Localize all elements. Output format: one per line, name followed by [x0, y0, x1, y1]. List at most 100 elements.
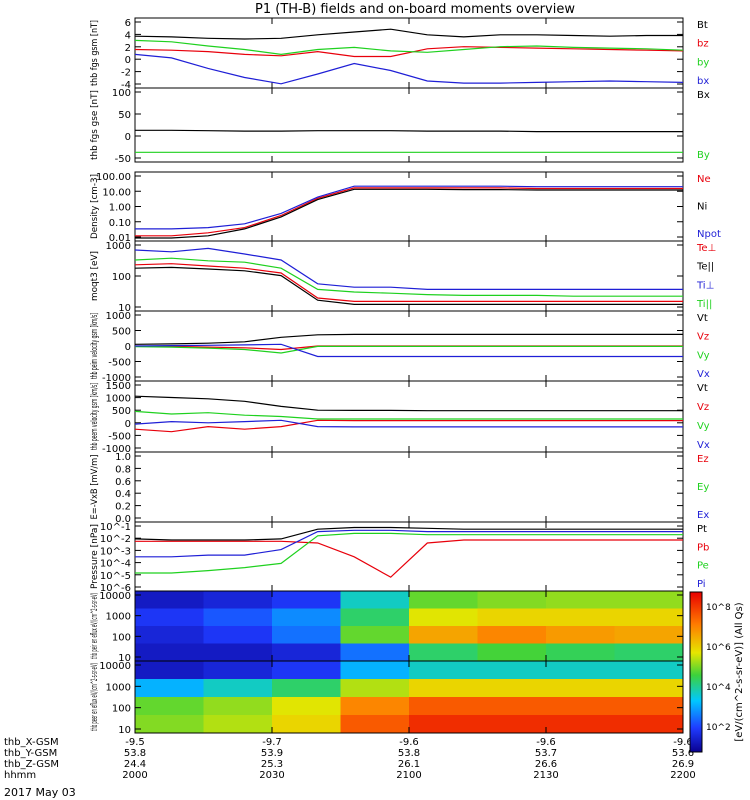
heatmap-cell	[272, 626, 341, 644]
legend-label: Te⊥	[696, 243, 716, 254]
panel-ylabel: thb peem velocity gsm [km/s]	[90, 383, 100, 450]
ytick-label: 100	[112, 88, 131, 99]
legend-label: Vy	[697, 350, 710, 361]
ytick-label: 0.4	[115, 489, 131, 500]
series-line	[135, 129, 683, 133]
legend-label: Te||	[696, 262, 714, 273]
x-axis-table: thb_X-GSM -9.5 -9.7 -9.6 -9.6 -9.6 thb_Y-GSM 53…	[4, 737, 696, 781]
heatmap-cell	[135, 661, 204, 680]
heatmap-cell	[135, 715, 204, 734]
series-line	[134, 410, 683, 420]
heatmap-cell	[477, 591, 547, 609]
heatmap-cell	[614, 626, 684, 644]
panel-8: 10000 1000 100 10 thb peir en eflux eV/(cm^2…	[90, 590, 684, 664]
legend-label: Vt	[697, 313, 708, 324]
heatmap-cell	[614, 643, 684, 662]
ytick-label: 0.10	[109, 218, 131, 229]
xaxis-value: 26.1	[398, 759, 420, 770]
heatmap-cell	[409, 626, 478, 644]
heatmap-cell	[340, 643, 410, 662]
heatmap-cell	[409, 661, 478, 680]
xaxis-value: 53.9	[261, 748, 283, 759]
legend-label: Ex	[697, 510, 709, 521]
heatmap-cell	[546, 591, 615, 609]
legend-label: by	[697, 57, 709, 68]
panel-9: 10000 1000 100 10 thb peer en eflux eV/(cm^2…	[90, 660, 684, 736]
series-line	[134, 419, 683, 428]
xaxis-value: -9.6	[536, 737, 556, 748]
heatmap-cell	[272, 715, 341, 734]
heatmap-cell	[477, 643, 547, 662]
xaxis-value: 24.4	[124, 759, 146, 770]
heatmap-cell	[477, 661, 547, 680]
ytick-label: 0.2	[115, 502, 131, 513]
series-line	[134, 263, 683, 302]
xaxis-value: 2100	[396, 770, 421, 781]
series-line	[134, 419, 683, 433]
colorbar-tick: 10^2	[706, 723, 731, 733]
heatmap-cell	[409, 715, 478, 734]
panel-frame	[134, 87, 684, 163]
series-line	[134, 266, 683, 305]
heatmap-cell	[272, 697, 341, 716]
xaxis-value: -9.6	[399, 737, 419, 748]
xaxis-value: 53.8	[124, 748, 146, 759]
heatmap-cell	[546, 661, 615, 680]
panel-frame	[134, 380, 684, 453]
heatmap-cell	[135, 643, 204, 662]
ytick-label: 1500	[106, 381, 131, 392]
panel-ylabel: thb fgs gse [nT]	[90, 90, 100, 160]
colorbar-tick: 10^4	[706, 683, 731, 693]
xaxis-value: 2000	[122, 770, 147, 781]
xaxis-value: 53.6	[672, 748, 694, 759]
series-line	[134, 39, 684, 56]
ytick-label: 500	[112, 406, 131, 417]
xaxis-row-label: thb_Y-GSM	[4, 748, 57, 759]
ytick-label: 10000	[99, 661, 131, 672]
heatmap-cell	[546, 608, 615, 627]
legend-label: Pi	[697, 579, 706, 590]
xaxis-value: -9.6	[673, 737, 693, 748]
ytick-label: -500	[108, 431, 131, 442]
panel-ylabel: moqt3 [eV]	[90, 251, 100, 301]
colorbar-rect	[689, 591, 703, 753]
ytick-label: 10.00	[102, 187, 131, 198]
heatmap-cell	[546, 697, 615, 716]
xaxis-value: 25.3	[261, 759, 283, 770]
ytick-label: -1000	[102, 373, 131, 384]
heatmap-cell	[340, 661, 410, 680]
panel-ylabel: E=-VxB [mV/m]	[90, 455, 100, 520]
heatmap-cell	[546, 715, 615, 734]
panel-1: 100 50 0 -50 thb fgs gse [nT] Bx By	[90, 87, 710, 165]
xaxis-value: -9.5	[125, 737, 145, 748]
legend-label: By	[697, 150, 710, 161]
heatmap-cell	[340, 626, 410, 644]
legend-label: Vt	[697, 383, 708, 394]
panel-frame	[134, 240, 684, 312]
heatmap-cell	[409, 697, 478, 716]
series-line	[135, 529, 683, 558]
xaxis-value: 2200	[670, 770, 695, 781]
heatmap-cell	[409, 608, 478, 627]
ytick-label: -50	[115, 154, 131, 165]
ytick-label: 10	[118, 653, 131, 664]
ytick-label: 1000	[106, 612, 131, 623]
heatmap-cell	[614, 661, 684, 680]
ytick-label: 10^-5	[100, 571, 131, 582]
legend-label: Ne	[697, 174, 711, 185]
xaxis-value: 2030	[259, 770, 284, 781]
heatmap-cell	[340, 591, 410, 609]
ytick-label: 10	[118, 725, 131, 736]
legend-label: bz	[697, 39, 709, 50]
heatmap-cell	[272, 591, 341, 609]
xaxis-value: -9.7	[262, 737, 282, 748]
series-line	[135, 187, 683, 237]
heatmap-cell	[614, 679, 684, 698]
heatmap-cell	[135, 679, 204, 698]
heatmap-cell	[477, 697, 547, 716]
xaxis-value: 53.7	[535, 748, 557, 759]
series-line	[134, 46, 684, 58]
ytick-label: 100	[112, 272, 131, 283]
